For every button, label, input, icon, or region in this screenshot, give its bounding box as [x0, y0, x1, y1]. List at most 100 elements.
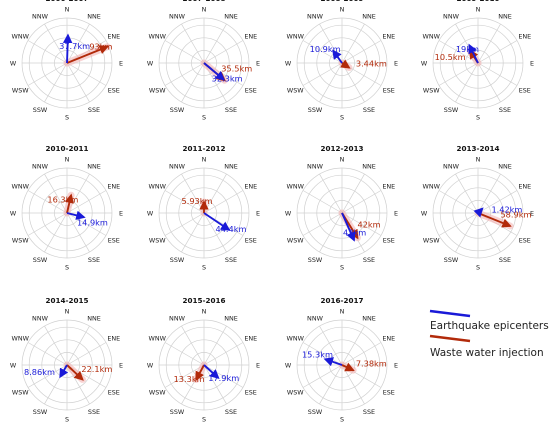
direction-label: ENE — [107, 182, 120, 190]
grid-spoke — [27, 62, 68, 86]
grid-spoke — [203, 342, 244, 366]
panel-title: 2007-2008 — [183, 0, 226, 3]
grid-spoke — [66, 212, 90, 253]
injection-value-label: 58.9km — [500, 210, 531, 220]
direction-label: WNW — [287, 182, 305, 190]
direction-label: W — [421, 209, 428, 217]
injection-vector — [66, 45, 110, 64]
direction-label: S — [340, 113, 344, 121]
rose-panel: N NNE ENE E ESE SSE S SSW WSW W WNW NNW 2012-2013 42k… — [285, 144, 398, 271]
direction-label: N — [202, 155, 207, 163]
grid-spoke — [44, 23, 68, 64]
grid-spoke — [44, 62, 68, 103]
grid-spoke — [455, 212, 479, 253]
earthquake-value-label: 17.9km — [208, 373, 239, 383]
direction-label: W — [147, 59, 154, 67]
grid-spoke — [341, 212, 382, 236]
grid-spoke — [164, 40, 205, 64]
direction-label: SSE — [499, 106, 511, 114]
direction-label: NNW — [169, 315, 186, 323]
grid-spoke — [66, 62, 90, 103]
direction-label: E — [530, 59, 534, 67]
direction-label: ESE — [245, 388, 257, 396]
direction-label: NNW — [307, 163, 324, 171]
direction-label: SSW — [33, 408, 48, 416]
direction-label: NNW — [32, 13, 49, 21]
direction-label: N — [202, 307, 207, 315]
injection-value-label: 13.3km — [174, 374, 205, 384]
grid-spoke — [27, 212, 68, 236]
direction-label: ESE — [519, 86, 531, 94]
panel-title: 2006-2007 — [46, 0, 89, 3]
direction-label: SSE — [363, 106, 375, 114]
direction-label: E — [256, 209, 260, 217]
rose-panel: N NNE ENE E ESE SSE S SSW WSW W WNW NNW 2013-2014 58.… — [421, 144, 534, 271]
direction-label: WNW — [12, 182, 30, 190]
panel-title: 2012-2013 — [321, 144, 364, 153]
direction-label: S — [65, 113, 69, 121]
earthquake-value-label: 37.7km — [59, 41, 90, 51]
direction-label: NNW — [32, 315, 49, 323]
direction-label: NNW — [443, 163, 460, 171]
grid-spoke — [302, 190, 343, 214]
direction-label: SSE — [225, 256, 237, 264]
direction-label: E — [394, 209, 398, 217]
direction-label: ENE — [382, 32, 395, 40]
grid-spoke — [319, 325, 343, 366]
direction-label: WSW — [287, 86, 304, 94]
direction-label: S — [65, 415, 69, 422]
injection-value-label: 93km — [89, 41, 112, 51]
direction-label: SSW — [170, 106, 185, 114]
grid-spoke — [455, 62, 479, 103]
direction-label: N — [340, 155, 345, 163]
direction-label: WNW — [287, 32, 305, 40]
direction-label: N — [476, 5, 481, 13]
grid-spoke — [319, 62, 343, 103]
earthquake-vector — [323, 357, 343, 367]
grid-spoke — [44, 325, 68, 366]
direction-label: NNE — [224, 163, 238, 171]
direction-label: E — [394, 59, 398, 67]
panel-title: 2010-2011 — [46, 144, 89, 153]
direction-label: W — [285, 59, 292, 67]
panel-title: 2008-2009 — [321, 0, 364, 3]
direction-label: NNW — [32, 163, 49, 171]
grid-spoke — [203, 364, 227, 405]
direction-label: NNE — [498, 163, 512, 171]
grid-spoke — [302, 212, 343, 236]
direction-label: ESE — [245, 86, 257, 94]
direction-label: N — [65, 307, 70, 315]
direction-label: W — [10, 361, 17, 369]
direction-label: SSW — [444, 106, 459, 114]
direction-label: NNW — [169, 163, 186, 171]
legend-injection-swatch — [429, 334, 471, 343]
grid-spoke — [302, 62, 343, 86]
grid-spoke — [181, 62, 205, 103]
direction-label: WNW — [12, 334, 30, 342]
grid-spoke — [164, 212, 205, 236]
direction-label: SSW — [33, 106, 48, 114]
legend-earthquake-label: Earthquake epicenters — [430, 320, 549, 332]
direction-label: ENE — [244, 32, 257, 40]
earthquake-value-label: 32.3km — [212, 74, 243, 84]
direction-label: N — [340, 307, 345, 315]
direction-label: NNW — [169, 13, 186, 21]
grid-spoke — [477, 62, 501, 103]
direction-label: ENE — [518, 32, 531, 40]
direction-label: NNE — [87, 13, 101, 21]
direction-label: S — [476, 113, 480, 121]
injection-value-label: 5.93km — [182, 196, 213, 206]
direction-label: ESE — [383, 388, 395, 396]
grid-spoke — [438, 190, 479, 214]
rose-panel: N NNE ENE E ESE SSE S SSW WSW W WNW NNW 2011-2012 5.9… — [147, 144, 260, 271]
direction-label: E — [119, 361, 123, 369]
earthquake-vector — [203, 62, 226, 81]
direction-label: N — [65, 155, 70, 163]
grid-spoke — [341, 364, 365, 405]
direction-label: S — [202, 415, 206, 422]
direction-label: SSW — [444, 256, 459, 264]
direction-label: NNW — [307, 13, 324, 21]
earthquake-vector — [473, 207, 484, 218]
direction-label: WSW — [423, 86, 440, 94]
